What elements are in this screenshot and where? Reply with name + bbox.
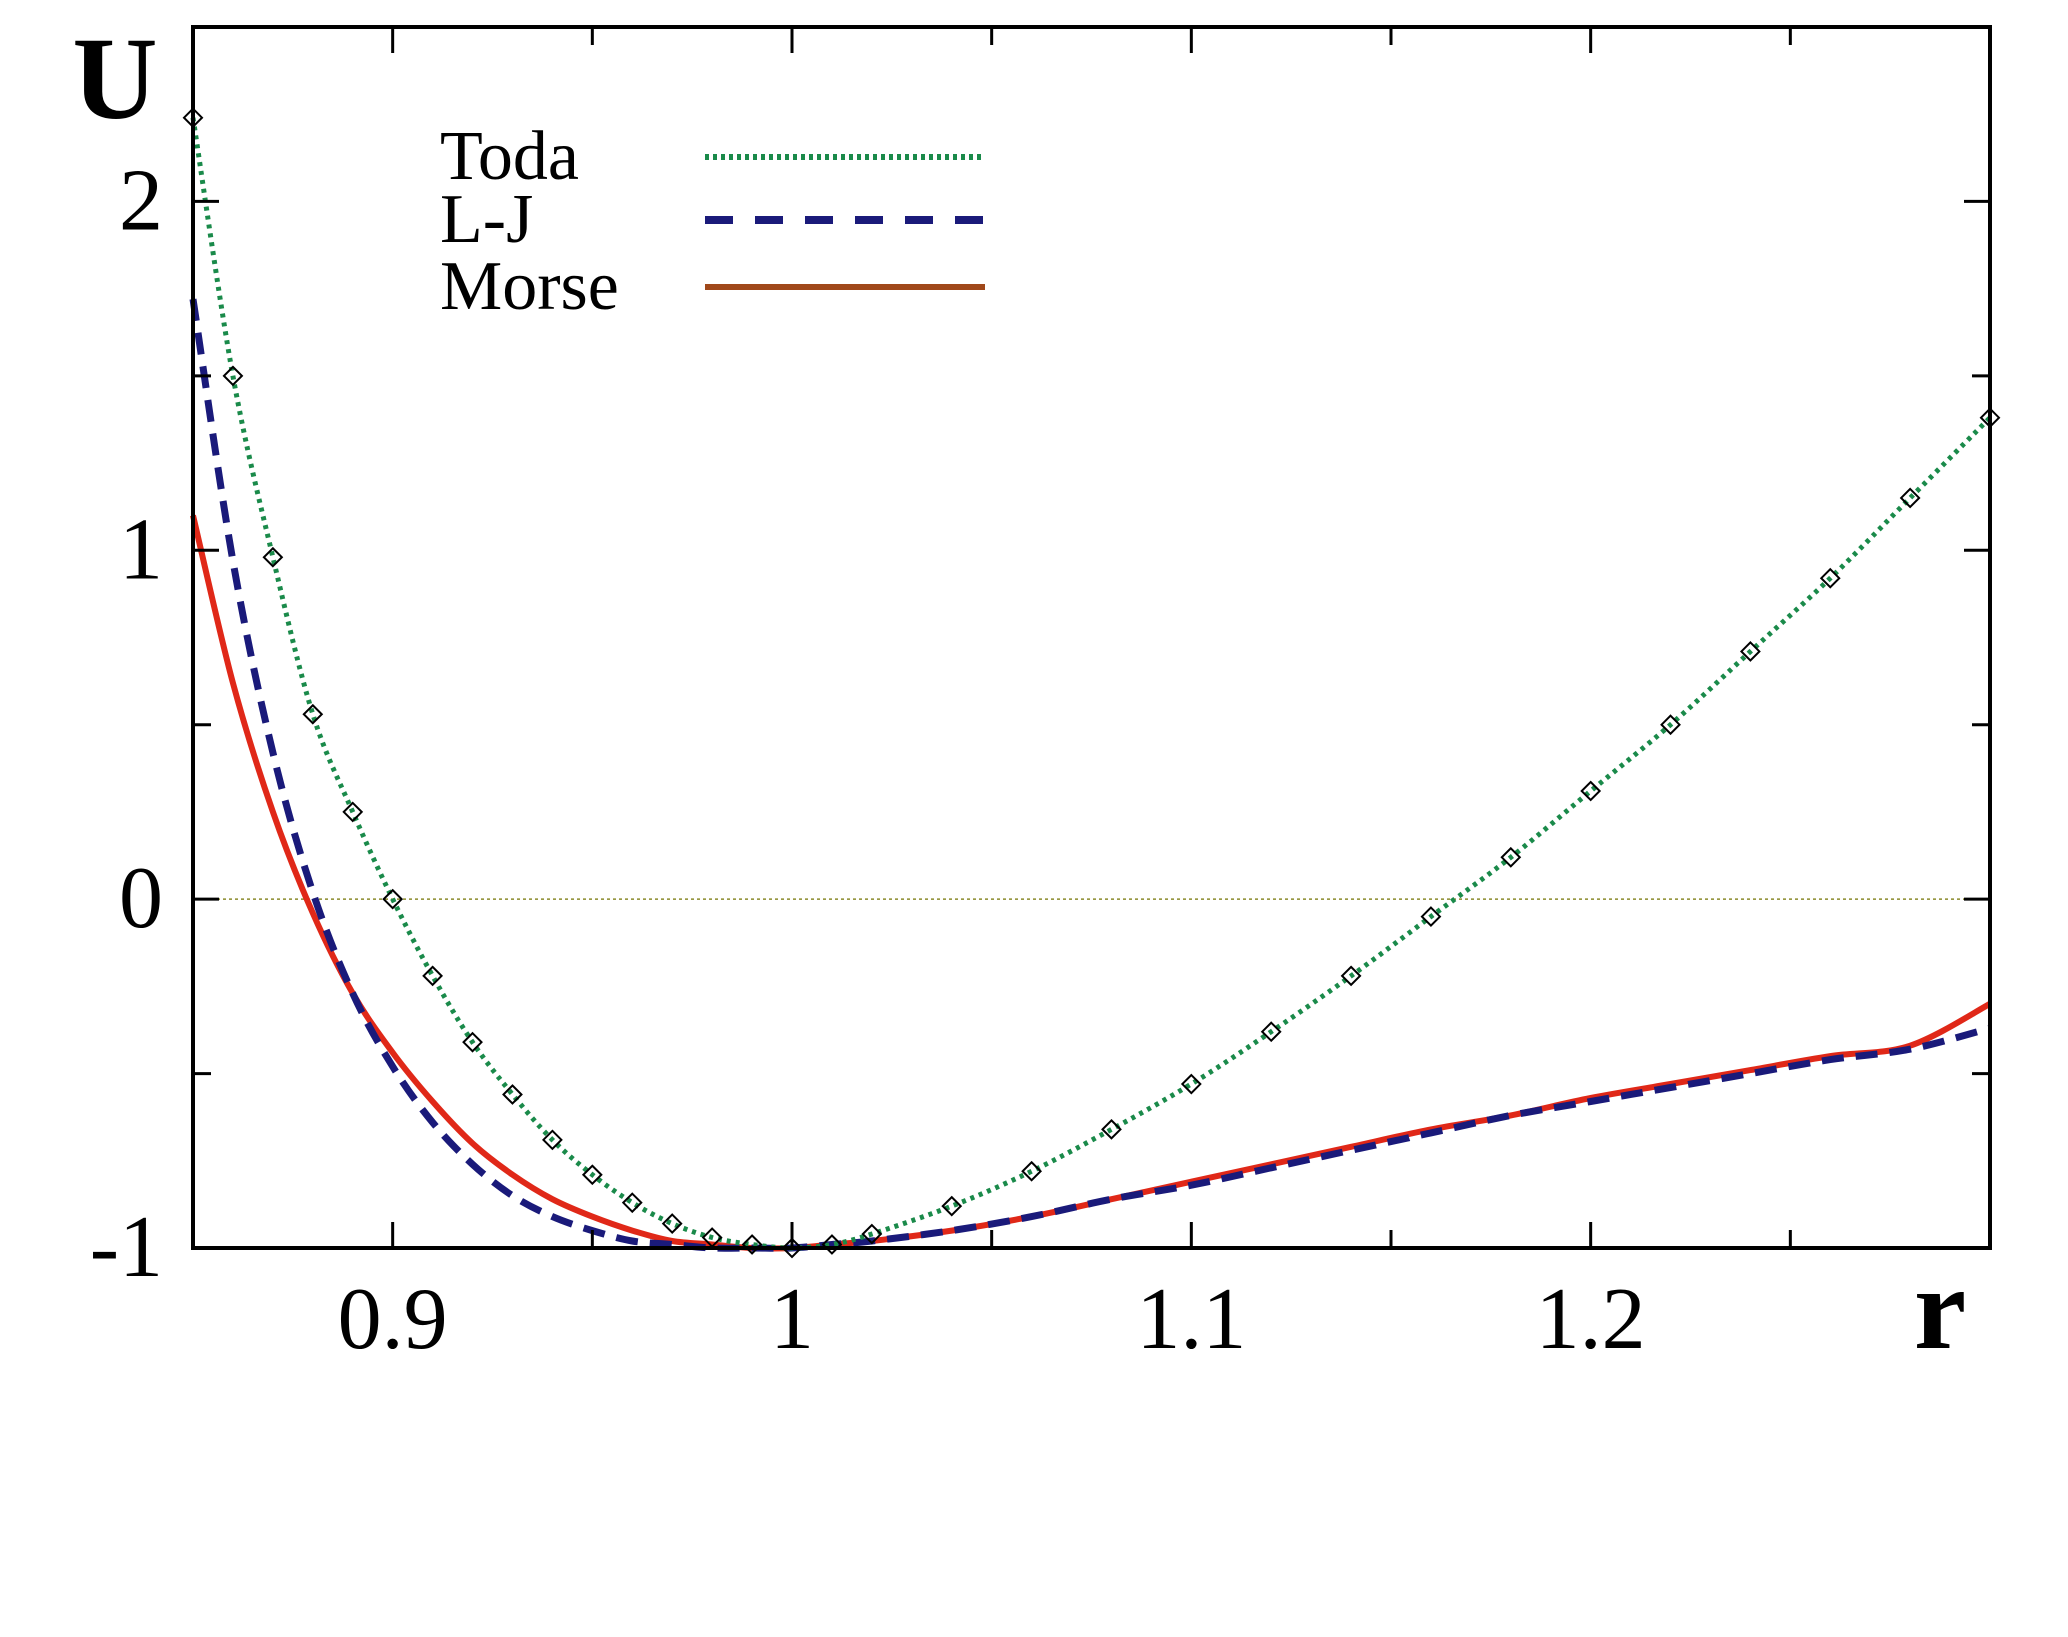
toda-marker-10 [581, 1164, 603, 1186]
y-tick-label: 2 [119, 152, 163, 249]
toda-marker-22 [1260, 1021, 1282, 1043]
axes-layer [191, 25, 1992, 1250]
series-layer [189, 117, 1992, 1252]
toda-marker-5 [382, 888, 404, 910]
marker-layer [182, 107, 2001, 1259]
plot-frame [191, 25, 1992, 1250]
toda-marker-26 [1580, 780, 1602, 802]
toda-marker-19 [1021, 1160, 1043, 1182]
toda-marker-16 [821, 1234, 843, 1255]
toda-marker-3 [302, 703, 324, 725]
toda-marker-11 [621, 1192, 643, 1214]
toda-marker-12 [661, 1213, 683, 1234]
toda-marker-30 [1899, 487, 1921, 509]
y-tick-label: -1 [90, 1199, 163, 1296]
ticks-layer [193, 27, 1990, 1250]
toda-marker-25 [1500, 846, 1522, 868]
x-tick-label: 1 [770, 1271, 814, 1368]
toda-marker-24 [1420, 906, 1442, 928]
toda-marker-21 [1180, 1073, 1202, 1095]
toda-marker-8 [502, 1084, 523, 1105]
toda-marker-14 [741, 1234, 763, 1255]
y-tick-label: 1 [119, 501, 163, 598]
x-tick-label: 0.9 [338, 1271, 448, 1368]
tick-labels-layer: 0.9 1 1.1 1.2 -1 0 1 2 [90, 152, 1646, 1368]
toda-marker-27 [1660, 714, 1681, 736]
toda-marker-29 [1819, 567, 1841, 589]
series-line-toda [190, 117, 1992, 1251]
toda-marker-20 [1101, 1118, 1122, 1140]
toda-marker-28 [1739, 641, 1761, 662]
toda-marker-15 [781, 1237, 803, 1259]
legend-label-l-j: L-J [440, 181, 533, 258]
y-tick-label: 0 [119, 850, 163, 947]
legend-label-morse: Morse [440, 248, 619, 325]
x-tick-label: 1.1 [1136, 1271, 1246, 1368]
toda-marker-17 [861, 1223, 883, 1245]
toda-marker-18 [941, 1195, 963, 1217]
x-axis-title: r [1914, 1243, 1966, 1374]
toda-marker-4 [342, 801, 364, 823]
y-axis-title: U [72, 13, 157, 144]
legend-label-toda: Toda [440, 118, 579, 195]
toda-marker-23 [1340, 965, 1362, 987]
x-tick-label: 1.2 [1536, 1271, 1646, 1368]
toda-marker-9 [541, 1129, 563, 1151]
toda-marker-7 [462, 1031, 483, 1053]
toda-marker-2 [262, 546, 284, 568]
series-line-l-j [189, 298, 1991, 1252]
toda-marker-1 [222, 365, 244, 387]
toda-marker-6 [422, 965, 444, 987]
